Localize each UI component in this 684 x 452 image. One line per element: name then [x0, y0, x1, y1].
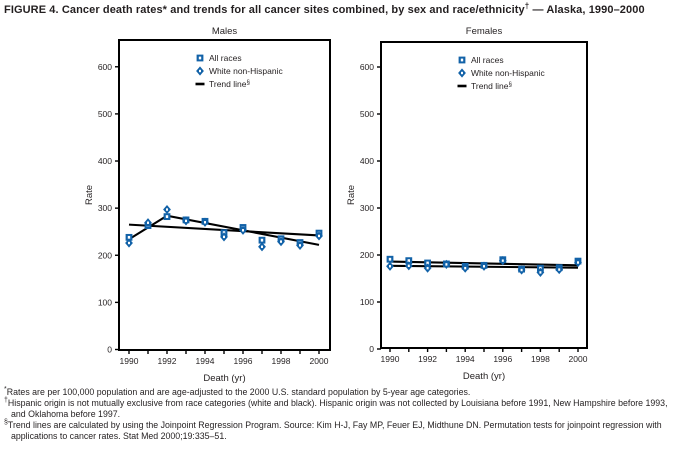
- diamond-marker-center: [242, 229, 244, 232]
- diamond-marker-center: [483, 265, 485, 268]
- males-chart-plot: 0 100 200 300 400 500 600 1990 1992 1994 1996 1998 2…: [85, 39, 331, 384]
- y-tick-label: 200: [98, 250, 112, 260]
- footnote-text: Trend lines are calculated by using the …: [7, 420, 662, 441]
- y-tick-label: 200: [360, 250, 374, 260]
- diamond-marker-center: [318, 234, 320, 238]
- trend-line-dash: [195, 82, 205, 86]
- x-axis-label: Death (yr): [463, 371, 505, 382]
- diamond-marker-center: [539, 271, 542, 274]
- series-diamond: [125, 204, 323, 252]
- diamond-marker-center: [261, 245, 263, 248]
- y-tick-label: 100: [98, 297, 112, 307]
- legend-label: White non-Hispanic: [209, 66, 283, 76]
- y-axis-label: Rate: [85, 185, 95, 205]
- x-tick-label: 1996: [234, 356, 253, 366]
- legend-label: All races: [471, 55, 504, 65]
- footnote-rates: *Rates are per 100,000 population and ar…: [4, 386, 682, 398]
- x-tick-label: 1992: [158, 356, 177, 366]
- diamond-marker-center: [464, 266, 467, 270]
- x-tick-label: 1998: [531, 354, 550, 364]
- y-tick-label: 400: [360, 156, 374, 166]
- diamond-marker-center: [199, 69, 201, 73]
- footnote-trend-lines: §Trend lines are calculated by using the…: [4, 419, 682, 442]
- dagger-marker: †: [4, 397, 8, 405]
- y-tick-label: 300: [98, 203, 112, 213]
- y-tick-label: 0: [107, 345, 112, 355]
- x-tick-label: 1994: [456, 354, 475, 364]
- females-chart-title: Females: [465, 26, 503, 37]
- x-axis-label: Death (yr): [203, 373, 245, 384]
- y-tick-label: 600: [360, 62, 374, 72]
- footnote-text: Rates are per 100,000 population and are…: [6, 387, 471, 397]
- y-axis-label: Rate: [347, 185, 357, 205]
- square-marker-center: [198, 56, 202, 60]
- diamond-marker-center: [389, 265, 391, 268]
- legend-label: Trend line§: [471, 81, 512, 91]
- square-marker-center: [127, 235, 131, 239]
- square-marker-center: [165, 215, 169, 219]
- y-tick-label: 500: [360, 109, 374, 119]
- y-tick-label: 400: [98, 156, 112, 166]
- x-tick-label: 1992: [418, 354, 437, 364]
- x-tick-label: 1994: [196, 356, 215, 366]
- square-marker-center: [460, 58, 464, 62]
- figure-title: FIGURE 4. Cancer death rates* and trends…: [4, 1, 680, 17]
- legend: All races White non-Hispanic Trend line§: [195, 53, 283, 89]
- diamond-marker-center: [223, 235, 225, 239]
- diamond-marker-center: [166, 208, 168, 211]
- diamond-marker-center: [461, 71, 463, 75]
- dagger-superscript: †: [524, 1, 530, 11]
- males-chart-title: Males: [211, 26, 238, 37]
- females-chart-plot: 0 100 200 300 400 500 600 1990 1992 1994 1996 1998 2…: [347, 41, 588, 382]
- y-tick-label: 300: [360, 203, 374, 213]
- x-tick-label: 1990: [120, 356, 139, 366]
- diamond-marker-center: [501, 259, 504, 262]
- y-tick-label: 500: [98, 109, 112, 119]
- asterisk-marker: *: [4, 386, 7, 394]
- diamond-marker-center: [147, 221, 149, 224]
- legend: All races White non-Hispanic Trend line§: [457, 55, 545, 91]
- x-tick-label: 2000: [569, 354, 588, 364]
- section-marker: §: [4, 419, 8, 427]
- square-marker-center: [426, 261, 429, 265]
- footnote-hispanic-origin: †Hispanic origin is not mutually exclusi…: [4, 397, 682, 420]
- diamond-marker-center: [299, 244, 301, 247]
- footnote-text: Hispanic origin is not mutually exclusiv…: [7, 398, 668, 419]
- diamond-marker-center: [407, 264, 410, 268]
- y-tick-label: 0: [369, 344, 374, 354]
- diamond-marker-center: [520, 268, 523, 272]
- diamond-marker-center: [185, 219, 187, 223]
- trend-line-dash: [457, 84, 467, 88]
- legend-label: All races: [209, 53, 242, 63]
- x-tick-label: 2000: [310, 356, 329, 366]
- diamond-marker-center: [280, 240, 282, 243]
- x-tick-label: 1990: [381, 354, 400, 364]
- y-tick-label: 600: [98, 62, 112, 72]
- legend-label: Trend line§: [209, 79, 250, 89]
- diamond-marker-center: [204, 221, 206, 224]
- y-tick-label: 100: [360, 297, 374, 307]
- square-marker-center: [407, 259, 410, 263]
- square-marker-center: [260, 238, 264, 242]
- x-tick-label: 1998: [272, 356, 291, 366]
- diamond-marker-center: [128, 241, 130, 245]
- legend-label: White non-Hispanic: [471, 68, 545, 78]
- square-marker-center: [388, 257, 392, 261]
- diamond-marker-center: [558, 268, 561, 271]
- diamond-marker-center: [426, 266, 429, 270]
- footnotes: *Rates are per 100,000 population and ar…: [4, 386, 682, 442]
- diamond-marker-center: [577, 261, 579, 264]
- diamond-marker-center: [445, 263, 448, 266]
- x-tick-label: 1996: [493, 354, 512, 364]
- figure-title-text: FIGURE 4. Cancer death rates* and trends…: [4, 4, 525, 16]
- figure-title-suffix: — Alaska, 1990–2000: [529, 4, 645, 16]
